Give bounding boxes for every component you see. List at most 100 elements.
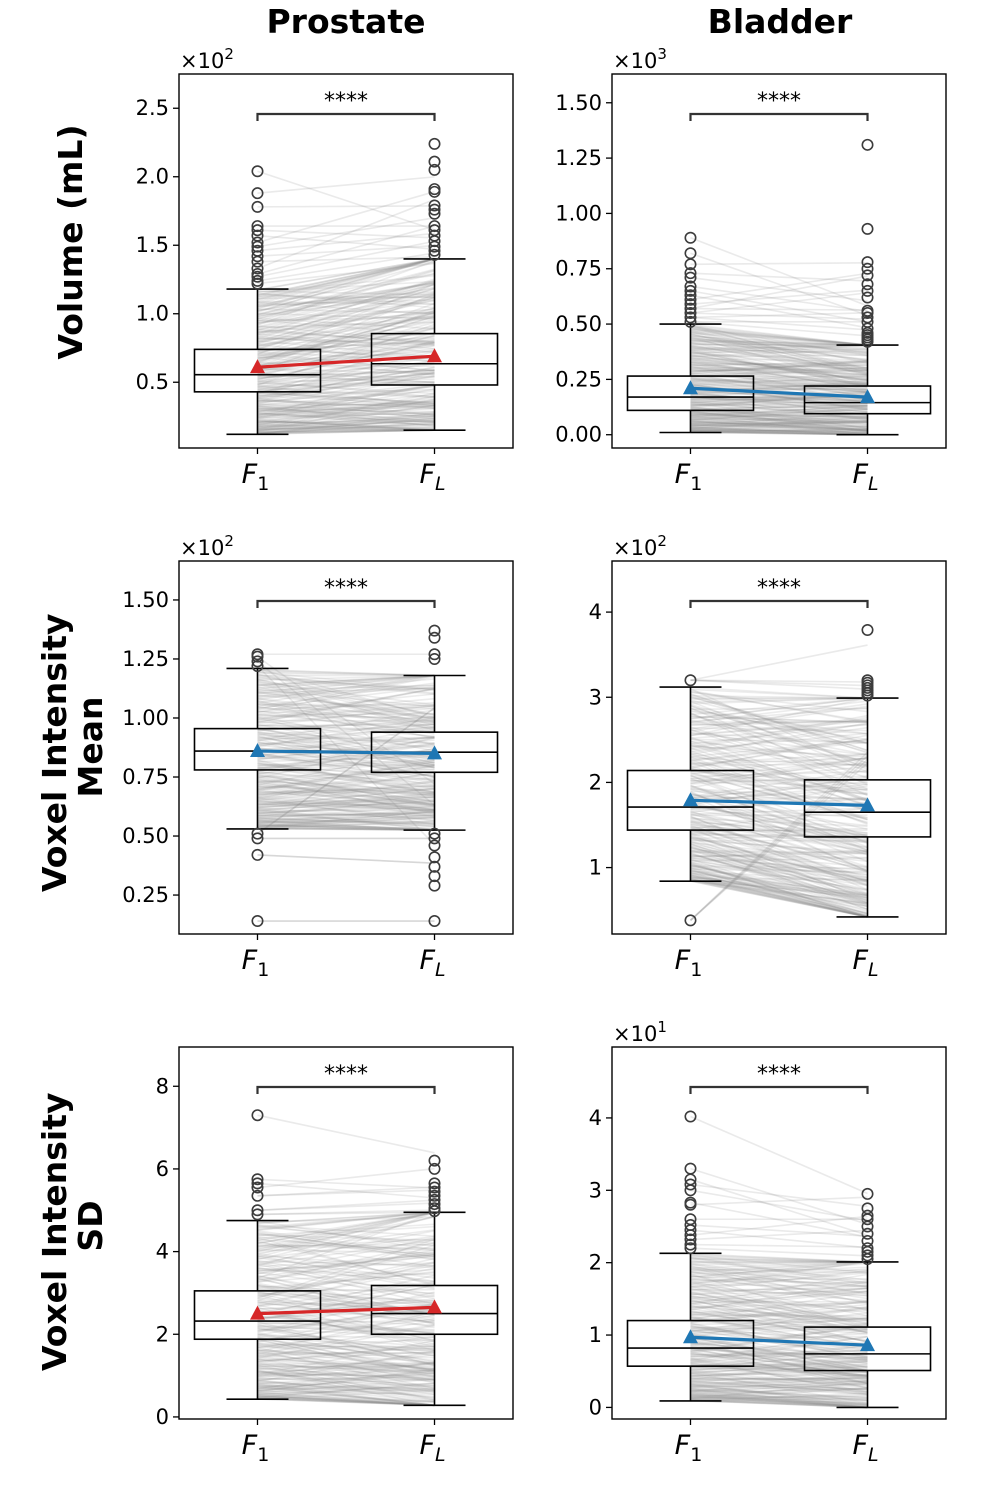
box-prostate-sd-FL	[370, 1154, 499, 1407]
paired-line	[690, 379, 868, 385]
paired-line	[257, 1396, 435, 1402]
paired-line	[257, 756, 435, 771]
outlier-point	[428, 1177, 441, 1190]
paired-line	[257, 412, 435, 427]
paired-line	[257, 731, 435, 744]
x-tick-label: FL	[852, 945, 878, 981]
outlier-line	[257, 1209, 435, 1216]
paired-line	[690, 777, 868, 800]
paired-line	[257, 1367, 435, 1378]
paired-line	[257, 684, 435, 692]
paired-line	[690, 703, 868, 730]
paired-line	[690, 1301, 868, 1316]
paired-line	[690, 844, 868, 886]
paired-line	[690, 1385, 868, 1401]
paired-line	[257, 1235, 435, 1260]
mean-marker	[427, 745, 443, 760]
paired-line	[690, 411, 868, 428]
paired-line	[257, 299, 435, 306]
paired-line	[257, 1263, 435, 1305]
paired-line	[257, 349, 435, 385]
paired-line	[257, 283, 435, 356]
paired-line	[257, 687, 435, 723]
outlier-point	[428, 1202, 441, 1215]
paired-line	[690, 697, 868, 720]
paired-line	[690, 418, 868, 427]
outlier-point	[684, 914, 697, 927]
paired-line	[690, 348, 868, 387]
paired-line	[257, 380, 435, 387]
paired-line	[257, 1355, 435, 1378]
paired-line	[257, 345, 435, 376]
paired-line	[257, 687, 435, 694]
paired-line	[257, 1211, 435, 1258]
outlier-point	[684, 298, 697, 311]
paired-line	[690, 1329, 868, 1359]
paired-line	[257, 1370, 435, 1396]
paired-line	[690, 715, 868, 724]
paired-line	[257, 1317, 435, 1342]
paired-line	[690, 770, 868, 777]
paired-line	[257, 316, 435, 369]
paired-line	[257, 719, 435, 722]
paired-line	[257, 419, 435, 431]
paired-line	[257, 286, 435, 328]
paired-line	[690, 880, 868, 918]
paired-line	[690, 416, 868, 433]
paired-line	[690, 426, 868, 435]
paired-line	[257, 1241, 435, 1284]
paired-line	[257, 741, 435, 760]
outlier-point	[251, 1208, 264, 1221]
paired-line	[690, 359, 868, 391]
paired-line	[690, 739, 868, 762]
paired-line	[257, 1239, 435, 1266]
outlier-point	[428, 244, 441, 257]
paired-line	[257, 1315, 435, 1335]
paired-line	[257, 1224, 435, 1247]
paired-line	[257, 310, 435, 347]
paired-line	[690, 408, 868, 417]
paired-line	[257, 308, 435, 324]
paired-line	[690, 833, 868, 840]
paired-line	[690, 714, 868, 749]
paired-line	[257, 782, 435, 806]
paired-line	[257, 1267, 435, 1296]
paired-line	[690, 342, 868, 355]
paired-line	[257, 703, 435, 710]
outlier-line	[690, 1215, 868, 1236]
paired-line	[257, 1211, 435, 1245]
paired-line	[690, 414, 868, 436]
paired-line	[257, 258, 435, 291]
paired-line	[690, 1384, 868, 1390]
paired-line	[257, 1243, 435, 1247]
row-label-intensity-mean: Voxel Intensity Mean	[35, 602, 110, 892]
paired-line	[257, 686, 435, 726]
paired-line	[257, 283, 435, 326]
outlier-line	[690, 294, 868, 329]
paired-line	[257, 1211, 435, 1253]
paired-line	[690, 429, 868, 433]
paired-line	[690, 697, 868, 720]
paired-line	[690, 378, 868, 384]
paired-line	[690, 1365, 868, 1373]
paired-line	[257, 1369, 435, 1407]
outlier-point	[684, 311, 697, 324]
outlier-point	[251, 1181, 264, 1194]
paired-line	[690, 726, 868, 753]
paired-line	[690, 417, 868, 421]
paired-line	[257, 735, 435, 751]
paired-line	[257, 412, 435, 429]
paired-line	[257, 798, 435, 804]
paired-line	[690, 873, 868, 911]
paired-line	[690, 693, 868, 752]
paired-line	[690, 354, 868, 358]
outlier-line	[256, 665, 436, 846]
outlier-point	[684, 289, 697, 302]
paired-line	[690, 382, 868, 395]
paired-line	[690, 807, 868, 827]
paired-line	[257, 381, 435, 389]
paired-line	[257, 728, 435, 761]
paired-line	[690, 727, 868, 732]
paired-line	[690, 868, 868, 874]
paired-line	[690, 350, 868, 354]
